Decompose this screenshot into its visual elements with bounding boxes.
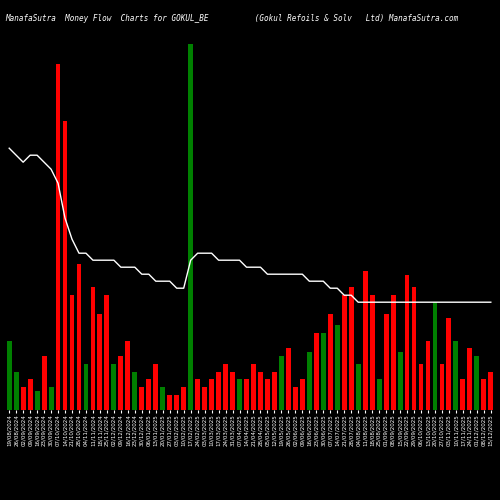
Bar [28, 379, 32, 410]
Bar [140, 387, 144, 410]
Bar [202, 387, 207, 410]
Bar [34, 391, 40, 410]
Bar [362, 272, 368, 410]
Bar [188, 44, 193, 410]
Bar [84, 364, 88, 410]
Bar [195, 379, 200, 410]
Bar [126, 340, 130, 410]
Bar [6, 340, 12, 410]
Bar [286, 348, 291, 410]
Bar [132, 372, 138, 410]
Bar [398, 352, 402, 410]
Bar [468, 348, 472, 410]
Bar [272, 372, 277, 410]
Bar [76, 264, 82, 410]
Bar [390, 294, 396, 410]
Bar [454, 340, 458, 410]
Bar [48, 387, 54, 410]
Bar [460, 379, 466, 410]
Bar [328, 314, 332, 410]
Bar [70, 294, 74, 410]
Bar [258, 372, 263, 410]
Bar [90, 287, 96, 410]
Bar [14, 372, 18, 410]
Bar [251, 364, 256, 410]
Bar [104, 294, 110, 410]
Bar [146, 379, 151, 410]
Bar [98, 314, 102, 410]
Bar [279, 356, 284, 410]
Bar [168, 394, 172, 410]
Bar [223, 364, 228, 410]
Bar [56, 64, 60, 410]
Bar [293, 387, 298, 410]
Bar [335, 326, 340, 410]
Bar [440, 364, 444, 410]
Bar [300, 379, 305, 410]
Bar [314, 333, 319, 410]
Bar [160, 387, 165, 410]
Bar [384, 314, 388, 410]
Bar [244, 379, 249, 410]
Bar [118, 356, 124, 410]
Bar [20, 387, 25, 410]
Bar [370, 294, 374, 410]
Bar [216, 372, 221, 410]
Bar [426, 340, 430, 410]
Bar [62, 121, 68, 410]
Bar [376, 379, 382, 410]
Bar [209, 379, 214, 410]
Bar [412, 287, 416, 410]
Bar [356, 364, 360, 410]
Bar [181, 387, 186, 410]
Bar [154, 364, 158, 410]
Text: ManafaSutra  Money Flow  Charts for GOKUL_BE          (Gokul Refoils & Solv   Lt: ManafaSutra Money Flow Charts for GOKUL_… [5, 14, 458, 23]
Bar [349, 287, 354, 410]
Bar [488, 372, 494, 410]
Bar [418, 364, 424, 410]
Bar [174, 394, 179, 410]
Bar [230, 372, 235, 410]
Bar [42, 356, 46, 410]
Bar [265, 379, 270, 410]
Bar [112, 364, 116, 410]
Bar [307, 352, 312, 410]
Bar [237, 379, 242, 410]
Bar [446, 318, 452, 410]
Bar [474, 356, 480, 410]
Bar [404, 275, 409, 410]
Bar [342, 294, 346, 410]
Bar [321, 333, 326, 410]
Bar [482, 379, 486, 410]
Bar [432, 302, 438, 410]
